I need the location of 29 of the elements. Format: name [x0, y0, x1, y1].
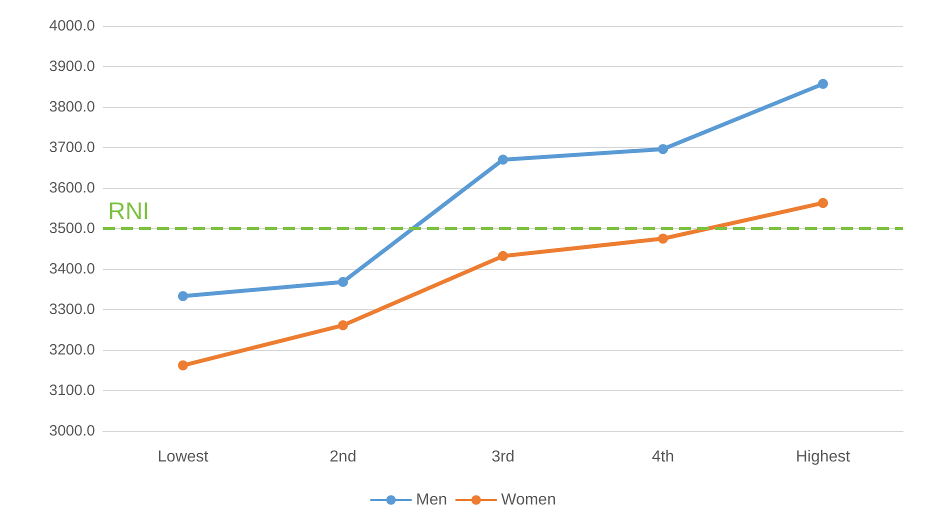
ref-line-label: RNI — [108, 198, 150, 225]
x-tick-label: Lowest — [158, 448, 209, 466]
point — [498, 251, 508, 262]
point — [338, 320, 348, 330]
y-tick-label: 3600.0 — [49, 180, 95, 196]
x-tick-label: 2nd — [330, 448, 356, 466]
y-tick-label: 4000.0 — [49, 18, 95, 34]
point — [178, 291, 188, 302]
point — [338, 276, 348, 287]
y-tick-label: 3300.0 — [49, 301, 95, 318]
point — [818, 78, 828, 89]
y-tick-label: 3400.0 — [49, 260, 95, 278]
point — [658, 144, 668, 154]
y-tick-label: 3100.0 — [49, 382, 95, 399]
point — [178, 360, 188, 370]
x-tick-label: 4th — [652, 448, 674, 466]
y-tick-label: 3800.0 — [49, 98, 95, 116]
y-tick-label: 3000.0 — [49, 422, 95, 440]
y-tick-label: 3500.0 — [49, 220, 95, 237]
y-tick-label: 3700.0 — [49, 139, 95, 156]
legend-label: Men — [416, 492, 448, 508]
y-tick-label: 3200.0 — [49, 342, 95, 358]
y-tick-label: 3900.0 — [49, 58, 95, 75]
point — [818, 198, 828, 208]
point — [498, 154, 508, 165]
x-tick-label: 3rd — [491, 448, 515, 466]
point — [658, 234, 668, 244]
legend-label: Women — [501, 492, 556, 508]
x-tick-label: Highest — [796, 448, 851, 466]
